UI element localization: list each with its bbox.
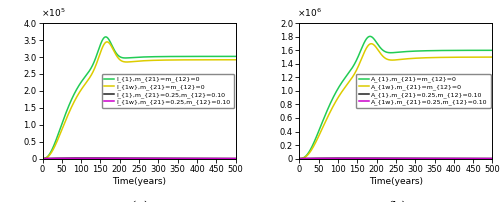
Text: (b): (b) [386,201,406,202]
Legend: I_{1},m_{21}=m_{12}=0, I_{1w},m_{21}=m_{12}=0, I_{1},m_{21}=0.25,m_{12}=0.10, I_: I_{1},m_{21}=m_{12}=0, I_{1w},m_{21}=m_{… [102,74,234,108]
X-axis label: Time(years): Time(years) [369,177,423,186]
Text: (a): (a) [130,201,148,202]
Text: $\times10^5$: $\times10^5$ [40,7,65,19]
X-axis label: Time(years): Time(years) [112,177,166,186]
Text: $\times10^6$: $\times10^6$ [298,7,322,19]
Legend: A_{1},m_{21}=m_{12}=0, A_{1w},m_{21}=m_{12}=0, A_{1},m_{21}=0.25,m_{12}=0.10, A_: A_{1},m_{21}=m_{12}=0, A_{1w},m_{21}=m_{… [356,74,490,108]
